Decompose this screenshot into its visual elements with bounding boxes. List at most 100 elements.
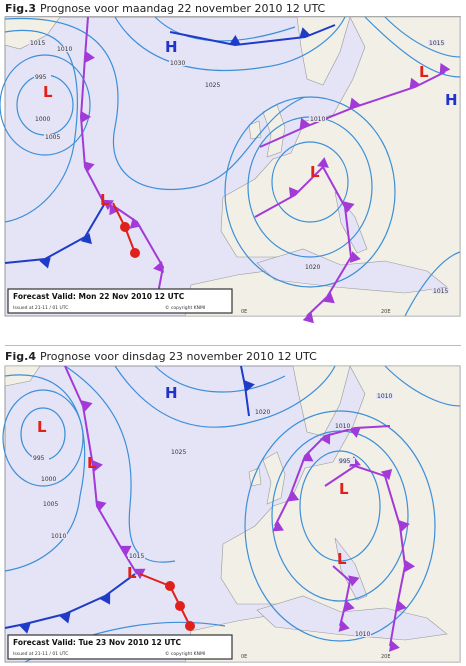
forecast-box — [7, 634, 233, 660]
isobar — [114, 16, 346, 72]
isobar — [364, 16, 461, 78]
forecast-valid: Forecast Valid: Mon 22 Nov 2010 12 UTC — [13, 292, 185, 301]
pressure-center: H — [445, 91, 458, 109]
pressure-center: H — [165, 384, 178, 402]
issued: Issued at 21-11 / 01 UTC — [13, 651, 68, 657]
isobar-label: 1015 — [433, 288, 448, 295]
isobar — [224, 96, 396, 288]
isobar — [384, 365, 461, 407]
figure-label: Fig.4 — [5, 350, 36, 363]
isobar-label: 1000 — [41, 476, 56, 483]
longitude-label: 20E — [381, 309, 391, 315]
label-bg — [34, 116, 51, 122]
isobar — [16, 74, 74, 136]
label-bg — [32, 455, 49, 461]
isobar — [247, 116, 373, 258]
warm-front — [139, 573, 195, 631]
isobar-label: 1010 — [355, 631, 370, 638]
isobar — [114, 365, 336, 428]
pressure-center: L — [337, 550, 347, 568]
pressure-center: L — [87, 454, 97, 472]
pressure-center: L — [100, 191, 110, 209]
label-bg — [334, 423, 351, 429]
isobar-label: 1025 — [205, 82, 220, 89]
isobar-label: 1015 — [429, 40, 444, 47]
isobar-label: 1010 — [377, 393, 392, 400]
cold-front — [4, 573, 136, 634]
occluded-front — [109, 203, 165, 310]
pressure-center: L — [310, 163, 320, 181]
copyright: © copyright KNMI — [165, 650, 205, 657]
issued: Issued at 21-11 / 01 UTC — [13, 305, 68, 311]
pressure-center: H — [165, 38, 178, 56]
pressure-center: L — [339, 480, 349, 498]
label-bg — [50, 533, 67, 539]
pressure-center: L — [419, 63, 429, 81]
label-bg — [354, 631, 371, 637]
label-bg — [254, 409, 271, 415]
label-bg — [338, 458, 355, 464]
caption: Fig.3 Prognose voor maandag 22 november 2… — [5, 2, 325, 15]
cold-front — [169, 24, 336, 47]
caption-text: Prognose voor dinsdag 23 november 2010 1… — [40, 350, 317, 363]
isobar-label: 1020 — [305, 264, 320, 271]
forecast-box — [7, 288, 233, 314]
longitude-label: 20E — [381, 654, 391, 660]
pressure-center: L — [127, 564, 137, 582]
label-bg — [40, 476, 57, 482]
caption-text: Prognose voor maandag 22 november 2010 1… — [40, 2, 326, 15]
label-bg — [44, 134, 61, 140]
label-bg — [42, 501, 59, 507]
pressure-center: L — [37, 418, 47, 436]
longitude-label: 0E — [241, 309, 247, 315]
label-bg — [29, 40, 46, 46]
separator — [5, 345, 461, 346]
label-bg — [376, 393, 393, 399]
isobar-label: 995 — [35, 74, 47, 81]
isobar-label: 1005 — [43, 501, 58, 508]
isobar — [4, 17, 306, 191]
isobar-label: 1010 — [335, 423, 350, 430]
isobar-label: 1020 — [255, 409, 270, 416]
label-bg — [170, 449, 187, 455]
label-bg — [128, 553, 145, 559]
weather-map: HLLLLH1015101010301025995100010051010101… — [0, 16, 461, 324]
isobar-label: 995 — [339, 458, 351, 465]
label-bg — [34, 74, 51, 80]
isobar-label: 1000 — [35, 116, 50, 123]
isobar-label: 1015 — [129, 553, 144, 560]
label-bg — [169, 60, 186, 66]
label-bg — [432, 288, 449, 294]
isobar — [384, 16, 461, 58]
label-bg — [56, 46, 73, 52]
isobar-label: 1030 — [170, 60, 185, 67]
warm-front — [112, 202, 140, 258]
occluded-front — [64, 365, 146, 580]
weather-map: H L L L L L 995 1000 1005 1010 1025 1020 1010 995 1010… — [2, 365, 461, 663]
isobar-label: 1005 — [45, 134, 60, 141]
pressure-center: L — [43, 83, 53, 101]
land — [4, 365, 41, 387]
longitude-label: 0E — [241, 654, 247, 660]
label-bg — [309, 116, 326, 122]
isobar — [404, 251, 461, 317]
occluded-front — [324, 456, 415, 652]
occluded-front — [332, 565, 360, 632]
isobar-label: 1025 — [171, 449, 186, 456]
caption: Fig.4 Prognose voor dinsdag 23 november 2… — [5, 350, 317, 363]
label-bg — [304, 264, 321, 270]
occluded-front — [254, 157, 361, 324]
isobar-label: 1010 — [310, 116, 325, 123]
label-bg — [428, 40, 445, 46]
occluded-front — [79, 16, 114, 211]
isobar — [4, 29, 79, 223]
figure-label: Fig.3 — [5, 2, 36, 15]
isobar-label: 995 — [33, 455, 45, 462]
isobar-label: 1010 — [51, 533, 66, 540]
land — [248, 120, 262, 140]
isobar-label: 1015 — [30, 40, 45, 47]
isobar — [20, 407, 66, 461]
isobar-label: 1010 — [57, 46, 72, 53]
